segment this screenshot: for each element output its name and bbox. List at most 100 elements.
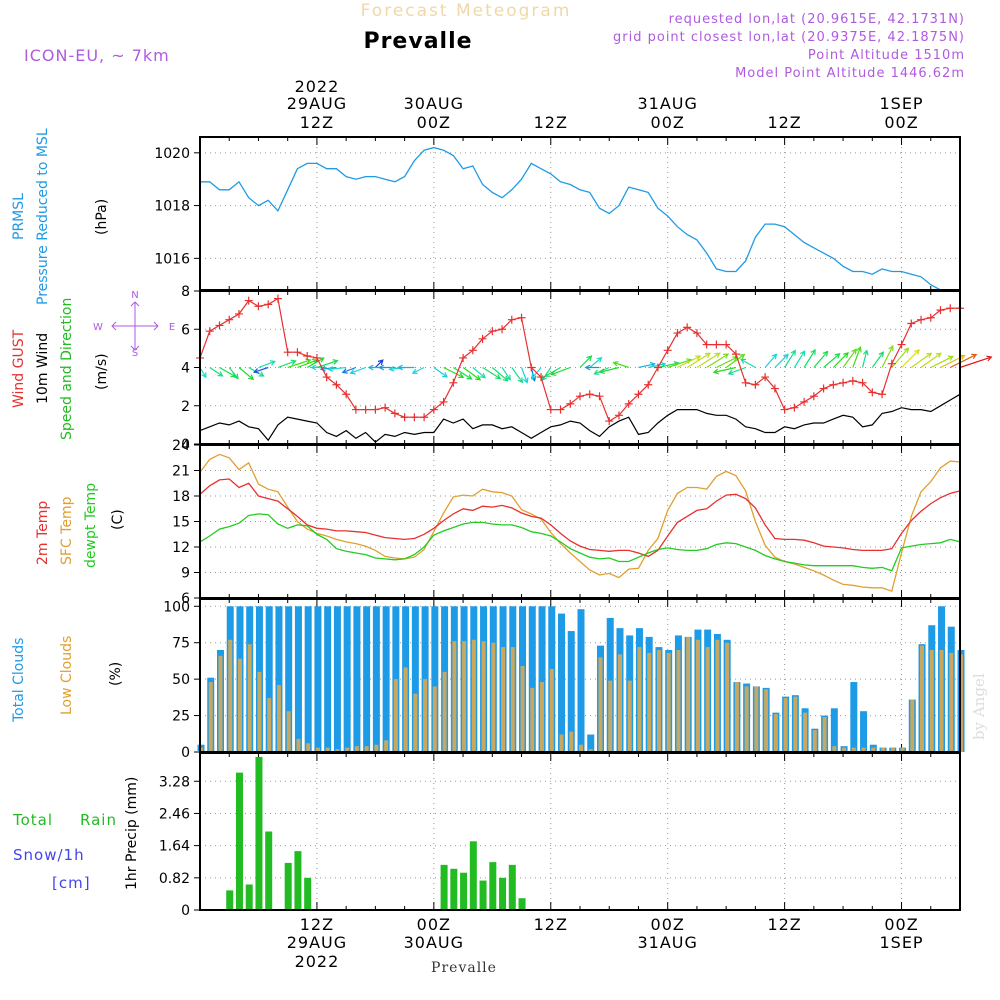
wind-arrow bbox=[443, 366, 464, 378]
precip-panel: 0 0.82 1.64 2.46 3.28 bbox=[159, 752, 961, 919]
total-cloud-bar bbox=[587, 734, 595, 752]
gust-marker bbox=[809, 392, 818, 401]
total-cloud-bar bbox=[577, 609, 585, 752]
y-tick-label: 0 bbox=[181, 437, 190, 453]
bottom-time-label: 1SEP bbox=[879, 933, 923, 952]
low-cloud-bar bbox=[676, 650, 681, 752]
gust-marker bbox=[537, 373, 546, 382]
gust-marker bbox=[751, 380, 760, 389]
total-cloud-bar bbox=[558, 613, 566, 752]
gust-marker bbox=[390, 409, 399, 418]
y-tick-label: 6 bbox=[181, 591, 190, 607]
low-cloud-bar bbox=[325, 747, 330, 752]
wind-arrow bbox=[823, 353, 840, 368]
bottom-time-label: 29AUG bbox=[287, 933, 347, 952]
low-cloud-bar bbox=[734, 682, 739, 752]
footer-location: Prevalle bbox=[431, 960, 497, 976]
gust-marker bbox=[322, 373, 331, 382]
wind-arrow bbox=[764, 353, 777, 368]
low-cloud-bar bbox=[861, 747, 866, 752]
pressure-unit: (hPa) bbox=[94, 199, 110, 235]
low-cloud-bar bbox=[432, 686, 437, 752]
wind-arrow bbox=[491, 367, 509, 382]
wind-arrow-head bbox=[914, 349, 920, 355]
y-tick-label: 50 bbox=[172, 672, 190, 688]
gust-marker bbox=[478, 334, 487, 343]
wind-panel: 0 2 4 6 8 bbox=[181, 284, 993, 453]
top-time-label: 12Z bbox=[534, 113, 568, 132]
wind-arrow-head bbox=[810, 348, 816, 355]
wind-arrow-head bbox=[783, 353, 789, 360]
rain-bar bbox=[508, 864, 516, 910]
gust-marker bbox=[663, 346, 672, 355]
wind-direction-label: Speed and Direction bbox=[59, 298, 75, 440]
low-cloud-bar bbox=[501, 647, 506, 752]
location-title: Prevalle bbox=[363, 29, 472, 54]
low-cloud-bar bbox=[773, 714, 778, 752]
y-tick-label: 9 bbox=[181, 566, 190, 582]
gust-marker bbox=[858, 378, 867, 387]
gust-marker bbox=[273, 294, 282, 303]
wind-arrow-head bbox=[799, 350, 806, 357]
wind-arrow-head bbox=[971, 353, 978, 359]
rain-bar bbox=[304, 877, 312, 910]
low-cloud-bar bbox=[686, 636, 691, 752]
y-tick-label: 3.28 bbox=[159, 774, 190, 790]
wind-arrow bbox=[412, 366, 425, 374]
forecast-meteogram-subtitle: Forecast Meteogram bbox=[361, 1, 572, 21]
bottom-time-label: 00Z bbox=[417, 915, 451, 934]
wind-arrow bbox=[599, 366, 620, 373]
wind-arrow bbox=[949, 354, 977, 369]
wind-10m-label: 10m Wind bbox=[35, 333, 51, 404]
gust-marker bbox=[605, 417, 614, 426]
low-cloud-bar bbox=[237, 658, 242, 752]
total-cloud-bar bbox=[538, 606, 546, 752]
top-time-label: 00Z bbox=[651, 113, 685, 132]
low-cloud-bar bbox=[491, 642, 496, 752]
gust-marker bbox=[225, 315, 234, 324]
low-cloud-bar bbox=[666, 652, 671, 752]
wind-arrow-head bbox=[396, 364, 403, 371]
total-cloud-bar bbox=[372, 606, 380, 752]
low-cloud-bar bbox=[276, 684, 281, 752]
wind-arrow bbox=[579, 355, 592, 368]
gust-marker bbox=[673, 329, 682, 338]
low-clouds-label: Low Clouds bbox=[59, 636, 75, 715]
wind-arrow bbox=[589, 357, 602, 368]
wind-arrow bbox=[842, 348, 857, 368]
wind-arrow-head bbox=[319, 365, 326, 372]
gust-marker bbox=[293, 348, 302, 357]
wind-arrow-head bbox=[505, 374, 511, 381]
gust-marker bbox=[731, 350, 740, 359]
wind-arrow-head bbox=[523, 377, 529, 384]
wind-arrow bbox=[287, 359, 311, 369]
top-time-label: 2022 bbox=[295, 77, 340, 96]
top-time-label: 12Z bbox=[300, 113, 334, 132]
temp-sfc-label: SFC Temp bbox=[59, 496, 75, 565]
low-cloud-bar bbox=[208, 682, 213, 752]
gust-marker bbox=[614, 411, 623, 420]
low-cloud-bar bbox=[910, 699, 915, 752]
low-cloud-bar bbox=[725, 642, 730, 752]
wind-arrow-head bbox=[727, 369, 734, 376]
wind-arrow bbox=[803, 349, 816, 368]
wind-arrow-head bbox=[544, 371, 551, 377]
wind-arrow bbox=[342, 366, 357, 373]
gust-marker bbox=[878, 390, 887, 399]
wind-arrow bbox=[482, 366, 501, 380]
cloud-labels: Total Clouds Low Clouds (%) bbox=[11, 636, 124, 723]
precip-unit: 1hr Precip (mm) bbox=[124, 777, 140, 890]
cloud-unit: (%) bbox=[108, 662, 124, 686]
wind-arrow bbox=[277, 360, 296, 369]
pressure-labels: PRMSL Pressure Reduced to MSL (hPa) bbox=[11, 128, 110, 305]
y-tick-label: 1020 bbox=[154, 146, 190, 162]
wind-arrow bbox=[891, 347, 909, 368]
wind-arrow-head bbox=[310, 364, 317, 371]
total-cloud-bar bbox=[265, 606, 273, 752]
low-cloud-bar bbox=[695, 639, 700, 752]
wind-arrow bbox=[871, 351, 884, 368]
y-tick-label: 0 bbox=[181, 903, 190, 919]
low-cloud-bar bbox=[520, 666, 525, 752]
temp-dew-line bbox=[199, 513, 961, 572]
